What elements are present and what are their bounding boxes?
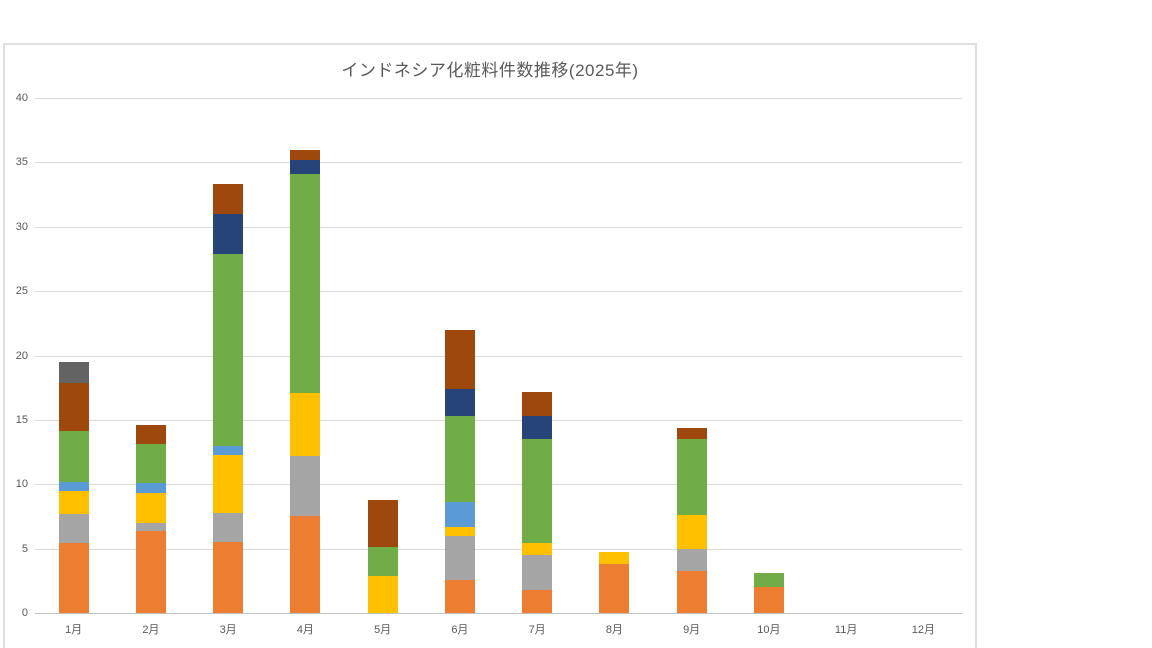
bar-segment-green: [522, 439, 553, 544]
bar-segment-orange: [58, 543, 89, 613]
x-axis-label: 11月: [834, 624, 858, 636]
y-tick-label: 10: [15, 478, 28, 491]
y-tick-label: 40: [15, 92, 28, 104]
bar-segment-orange: [213, 542, 244, 613]
y-tick-label: 15: [15, 413, 28, 426]
bar-segment-green: [444, 416, 475, 503]
bar-segment-green: [753, 573, 784, 588]
gridline: [35, 291, 962, 293]
bar-segment-gray: [444, 535, 475, 580]
gridline: [35, 98, 962, 99]
bar-segment-gray: [522, 555, 553, 590]
bar-segment-green: [367, 547, 398, 576]
bar-segment-orange: [753, 587, 784, 613]
bar-segment-gray: [676, 548, 707, 571]
bar-segment-gray: [58, 513, 89, 544]
bar-segment-yellow: [676, 515, 707, 549]
bar-segment-yellow: [290, 392, 321, 456]
bar-segment-orange: [599, 564, 630, 613]
bar-segment-orange: [444, 579, 475, 613]
x-axis-label: 6月: [451, 624, 469, 636]
bar-segment-yellow: [367, 575, 398, 613]
bar-segment-navy: [213, 213, 244, 254]
bar-segment-gray: [290, 455, 321, 517]
bar-segment-lightblue: [135, 482, 166, 494]
bar-segment-orange: [522, 589, 553, 613]
bar-segment-lightblue: [58, 481, 89, 491]
bar-segment-brown: [522, 391, 553, 416]
bar-segment-gray: [135, 522, 166, 531]
x-axis-label: 1月: [65, 624, 83, 636]
bar-segment-navy: [290, 159, 321, 174]
x-axis-label: 5月: [374, 624, 392, 636]
x-axis-label: 8月: [605, 624, 623, 636]
bar-segment-green: [290, 173, 321, 393]
bar-segment-brown: [444, 329, 475, 389]
bar-segment-green: [58, 431, 89, 482]
bar-segment-yellow: [599, 552, 630, 565]
gridline: [35, 226, 962, 228]
bar-segment-yellow: [135, 493, 166, 523]
bar-segment-yellow: [522, 543, 553, 556]
y-tick-label: 25: [15, 285, 28, 298]
bar-segment-darkgray: [58, 361, 89, 383]
bar-segment-navy: [522, 416, 553, 440]
bar-segment-brown: [367, 499, 398, 548]
gridline: [35, 419, 962, 421]
chart-object[interactable]: インドネシア化粧料件数推移(2025年) 0 5 10 15 20 25 30 35 40 1月 2…: [3, 43, 977, 648]
bar-segment-yellow: [444, 526, 475, 536]
chart-title: インドネシア化粧料件数推移(2025年): [341, 61, 639, 80]
gridline: [35, 484, 962, 486]
bar-segment-green: [135, 444, 166, 483]
x-axis-label: 10月: [757, 624, 781, 636]
bar-segment-yellow: [213, 454, 244, 513]
bar-segment-green: [676, 439, 707, 516]
bar-segment-brown: [135, 425, 166, 445]
y-tick-label: 30: [15, 220, 28, 233]
bar-segment-lightblue: [213, 445, 244, 455]
bar-segment-orange: [135, 530, 166, 613]
x-axis-label: 9月: [683, 624, 701, 636]
gridline: [35, 162, 962, 164]
bar-segment-lightblue: [444, 502, 475, 527]
y-tick-label: 35: [15, 156, 28, 169]
bar-segment-brown: [213, 184, 244, 214]
bar-segment-orange: [290, 516, 321, 613]
bar-segment-orange: [676, 570, 707, 613]
x-axis-line: [35, 613, 962, 614]
bar-segment-brown: [676, 427, 707, 440]
x-axis-label: 3月: [219, 624, 237, 636]
bar-segment-navy: [444, 388, 475, 416]
gridline: [35, 548, 962, 550]
y-tick-label: 5: [21, 542, 28, 555]
y-tick-label: 0: [21, 607, 28, 619]
x-axis-label: 12月: [911, 624, 935, 636]
gridline: [35, 355, 962, 357]
x-axis-label: 2月: [142, 624, 160, 636]
y-tick-label: 20: [15, 349, 28, 362]
bar-segment-green: [213, 253, 244, 446]
bar-segment-gray: [213, 512, 244, 543]
x-axis-label: 7月: [528, 624, 546, 636]
bar-segment-brown: [290, 149, 321, 160]
bar-segment-brown: [58, 382, 89, 432]
x-axis-label: 4月: [296, 624, 314, 636]
bar-segment-yellow: [58, 490, 89, 514]
